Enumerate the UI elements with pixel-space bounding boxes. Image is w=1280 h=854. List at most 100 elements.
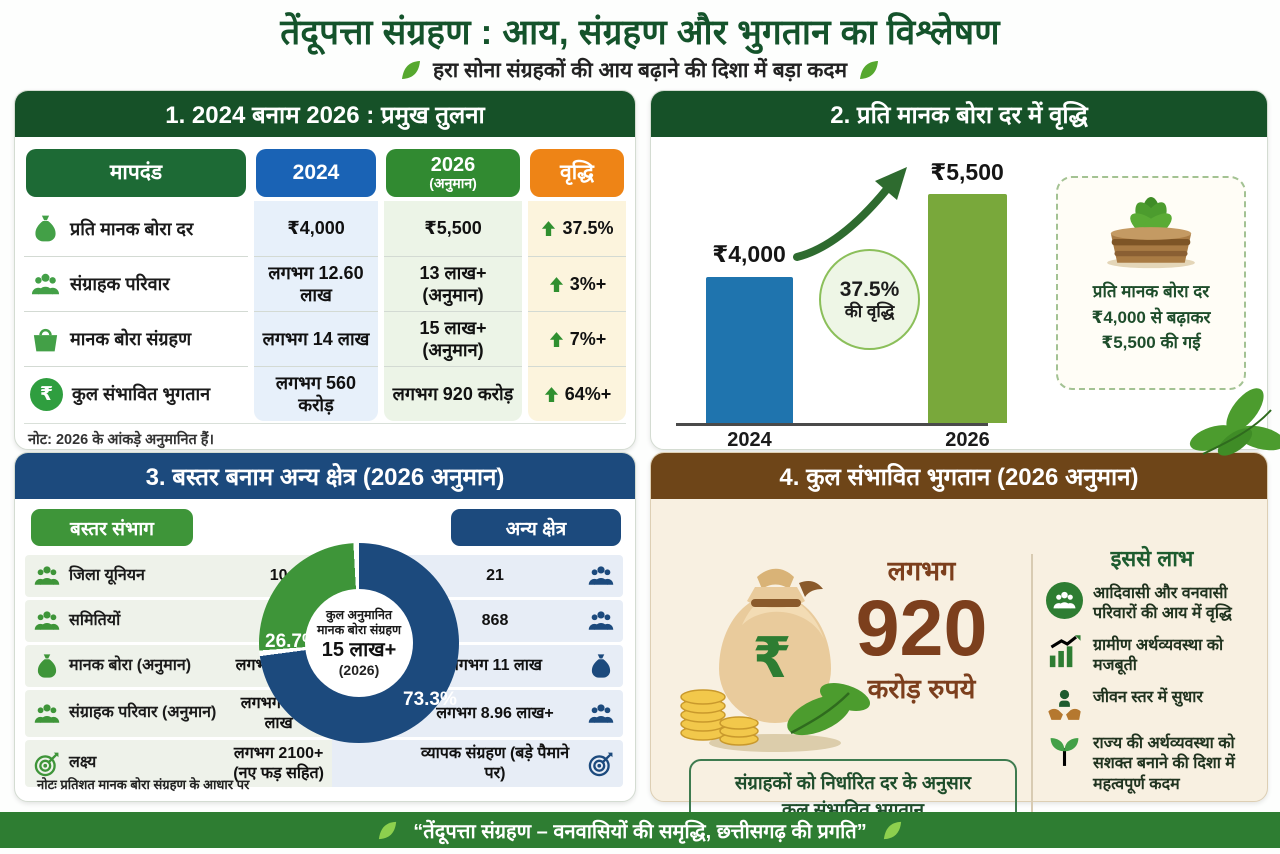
row-label-text: प्रति मानक बोरा दर [70, 218, 194, 239]
bastar-value: लगभग 2100+ (नए फड़ सहित) [233, 745, 324, 782]
benefit-text: ग्रामीण अर्थव्यवस्था को मजबूती [1093, 636, 1224, 675]
rupee-circle-icon: ₹ [30, 377, 63, 411]
leaf-icon [881, 819, 904, 842]
panel1-title: 1. 2024 बनाम 2026 : प्रमुख तुलना [15, 91, 635, 137]
panel-bastar-vs-other: 3. बस्तर बनाम अन्य क्षेत्र (2026 अनुमान)… [14, 452, 636, 802]
plant-icon [1049, 736, 1080, 768]
donut-chart: 26.7% 73.3% कुल अनुमानित मानक बोरा संग्र… [259, 543, 459, 743]
value-2026: ₹5,500 [384, 201, 522, 256]
people-group-icon [588, 703, 614, 723]
row-label-text: संग्राहक परिवार [70, 274, 170, 294]
money-bag-illustration: ₹ [667, 547, 877, 762]
rupee-symbol: ₹ [752, 626, 792, 689]
people-group-icon [588, 566, 614, 585]
target-icon [34, 750, 60, 776]
panel4-title: 4. कुल संभावित भुगतान (2026 अनुमान) [651, 453, 1267, 499]
bar-chart: ₹4,000 2024 ₹5,500 2026 37.5% की वृद्धि [651, 137, 1267, 451]
people-group-icon [34, 703, 60, 723]
benefit-item: जीवन स्तर में सुधार [1046, 686, 1258, 723]
leaf-icon [376, 819, 399, 842]
column-header-2026-year: 2026 [430, 154, 476, 177]
bar-2026 [928, 194, 1007, 423]
amount-prefix: लगभग [887, 556, 956, 586]
footer-quote: “तेंदूपत्ता संग्रहण – वनवासियों की समृद्… [413, 820, 867, 843]
panel3-title: 3. बस्तर बनाम अन्य क्षेत्र (2026 अनुमान) [15, 453, 635, 499]
row-label-text: संग्राहक परिवार (अनुमान) [69, 704, 217, 722]
leaf-icon [857, 58, 881, 82]
bar-2024-value: ₹4,000 [712, 241, 786, 267]
other-value: लगभग 8.96 लाख+ [436, 704, 554, 722]
bar-2024-label: 2024 [727, 429, 772, 451]
up-arrow-icon [549, 331, 563, 347]
table-row-label: प्रति मानक बोरा दर [24, 201, 248, 256]
growth-percentage-badge: 37.5% की वृद्धि [819, 249, 920, 350]
growth-label-text: की वृद्धि [844, 301, 895, 321]
donut-green-percentage: 26.7% [265, 631, 319, 652]
total-payment-amount: लगभग 920 करोड़ रुपये [834, 551, 1009, 706]
panel-rate-increase-chart: 2. प्रति मानक बोरा दर में वृद्धि ₹4,000 … [650, 90, 1268, 451]
row-label-text: मानक बोरा (अनुमान) [69, 656, 192, 674]
column-header-2024: 2024 [256, 149, 376, 197]
money-bag-icon [591, 654, 611, 678]
footer-banner: “तेंदूपत्ता संग्रहण – वनवासियों की समृद्… [0, 812, 1280, 848]
benefits-title: इससे लाभ [1110, 546, 1194, 571]
amount-value: 920 [855, 583, 988, 672]
box-line-1: संग्राहकों को निर्धारित दर के अनुसार [734, 772, 972, 794]
card-line-3: ₹5,500 की गई [1101, 333, 1201, 352]
card-line-2: ₹4,000 से बढ़ाकर [1091, 307, 1211, 327]
money-bag-icon [37, 654, 57, 678]
table-row-label: मानक बोरा संग्रहण [24, 311, 248, 366]
growth-text: 3%+ [569, 273, 607, 294]
bar-2024 [706, 277, 793, 423]
column-header-growth: वृद्धि [530, 149, 624, 197]
column-header-2026: 2026 (अनुमान) [386, 149, 520, 197]
value-2026: 13 लाख+ (अनुमान) [384, 256, 522, 311]
target-icon [588, 750, 614, 776]
row-label-text: लक्ष्य [69, 754, 97, 772]
column-header-2026-sub: (अनुमान) [429, 175, 477, 192]
growth-pct-text: 37.5% [839, 277, 900, 301]
card-line-1: प्रति मानक बोरा दर [1092, 282, 1210, 301]
table-row-label: ₹ कुल संभावित भुगतान [24, 366, 248, 421]
bastar-header-pill: बस्तर संभाग [31, 509, 193, 546]
people-group-icon [31, 273, 60, 294]
panel-comparison-2024-vs-2026: 1. 2024 बनाम 2026 : प्रमुख तुलना मापदंड … [14, 90, 636, 450]
rate-summary-card: प्रति मानक बोरा दर ₹4,000 से बढ़ाकर ₹5,5… [1056, 176, 1246, 390]
growth-value: 37.5% [528, 201, 626, 256]
amount-unit: करोड़ रुपये [867, 673, 976, 704]
leaf-basket-icon [1107, 196, 1195, 269]
benefit-text: आदिवासी और वनवासी परिवारों की आय में वृद… [1093, 585, 1232, 623]
money-bag-icon [35, 215, 56, 242]
row-label-text: जिला यूनियन [69, 566, 145, 584]
value-2024: लगभग 560 करोड़ [254, 366, 378, 421]
up-arrow-icon [542, 221, 556, 236]
other-value: व्यापक संग्रहण (बड़े पैमाने पर) [420, 745, 570, 782]
growth-arrow-icon [793, 167, 907, 261]
benefit-text: राज्य की अर्थव्यवस्था को सशक्त बनाने की … [1093, 734, 1235, 793]
donut-center-label: कुल अनुमानित मानक बोरा संग्रहण 15 लाख+ (… [305, 589, 413, 697]
table-row: लक्ष्य लगभग 2100+ (नए फड़ सहित) व्यापक स… [25, 740, 623, 787]
column-header-param: मापदंड [26, 149, 246, 197]
benefit-text: जीवन स्तर में सुधार [1093, 688, 1203, 706]
people-group-icon [34, 611, 60, 630]
people-group-icon [34, 566, 60, 585]
chart-baseline [676, 423, 988, 426]
donut-center-value: 15 लाख+ [321, 638, 397, 661]
basket-icon [33, 328, 58, 351]
value-2024: लगभग 14 लाख [254, 311, 378, 366]
growth-value: 7%+ [528, 311, 626, 366]
vertical-divider [1031, 554, 1033, 820]
decorative-leaves-icon [1189, 388, 1280, 456]
up-arrow-icon [549, 276, 563, 292]
donut-center-line1: कुल अनुमानित [325, 607, 393, 622]
benefit-item: आदिवासी और वनवासी परिवारों की आय में वृद… [1046, 582, 1258, 625]
benefits-list: इससे लाभ आदिवासी और वनवासी परिवारों की आ… [1046, 543, 1258, 804]
growth-text: 37.5% [562, 218, 614, 239]
people-group-icon [588, 611, 614, 630]
other-value: लगभग 11 लाख [448, 657, 542, 675]
value-2026: लगभग 920 करोड़ [384, 366, 522, 421]
bar-2026-value: ₹5,500 [930, 159, 1004, 185]
comparison-table: मापदंड 2024 2026 (अनुमान) वृद्धि प्रति म… [24, 145, 626, 421]
benefit-item: राज्य की अर्थव्यवस्था को सशक्त बनाने की … [1046, 732, 1258, 795]
